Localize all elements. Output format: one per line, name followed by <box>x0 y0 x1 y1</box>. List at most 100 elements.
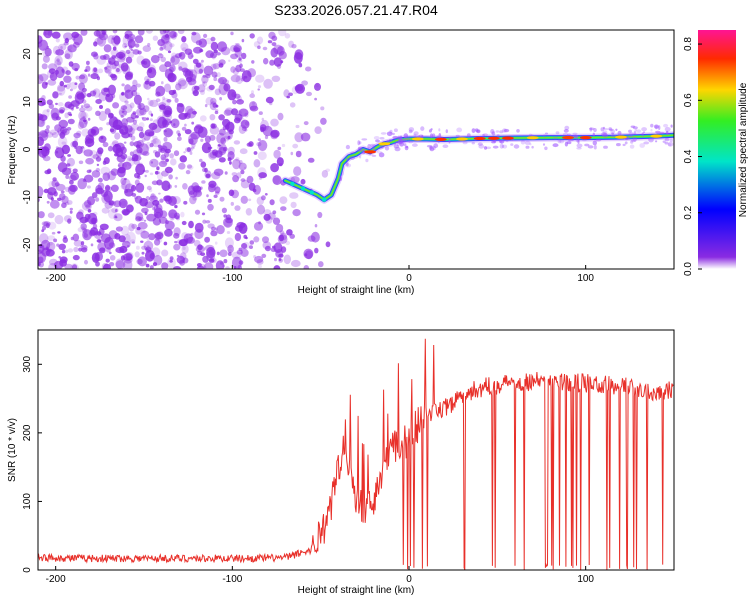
heatmap-noise-cell <box>191 31 197 36</box>
heatmap-noise-cell <box>253 236 260 243</box>
heatmap-noise-cell <box>75 145 83 155</box>
heatmap-noise-cell <box>223 109 232 116</box>
y-tick-label: 0 <box>22 567 33 573</box>
heatmap-noise-cell <box>72 233 80 242</box>
y-tick-label: 200 <box>22 424 33 441</box>
heatmap-noise-cell <box>125 231 136 244</box>
heatmap-noise-cell <box>255 74 265 83</box>
heatmap-noise-cell <box>38 73 49 82</box>
heatmap-noise-cell <box>236 43 240 46</box>
heatmap-noise-cell <box>175 83 182 91</box>
heatmap-noise-cell <box>42 109 50 118</box>
heatmap-ridge-halo <box>531 145 534 149</box>
heatmap-ridge-halo <box>392 135 398 140</box>
heatmap-noise-cell <box>99 105 103 109</box>
heatmap-noise-cell <box>170 57 176 63</box>
heatmap-noise-cell <box>69 207 74 211</box>
heatmap-ridge-halo <box>341 171 344 176</box>
heatmap-noise-cell <box>303 121 309 126</box>
heatmap-noise-cell <box>97 242 107 252</box>
heatmap-ridge-halo <box>350 151 355 154</box>
heatmap-noise-cell <box>249 33 255 39</box>
heatmap-ridge-halo <box>595 138 602 142</box>
heatmap-ridge-halo <box>525 145 530 149</box>
heatmap-ridge-halo <box>393 142 397 145</box>
heatmap-noise-cell <box>204 135 211 144</box>
heatmap-noise-cell <box>200 138 204 142</box>
heatmap-ridge-halo <box>384 146 390 151</box>
heatmap-ridge-halo <box>432 133 436 138</box>
heatmap-noise-cell <box>67 218 72 224</box>
heatmap-noise-cell <box>254 255 264 264</box>
heatmap-noise-cell <box>139 162 143 168</box>
heatmap-noise-cell <box>64 186 70 193</box>
heatmap-noise-cell <box>194 209 201 215</box>
heatmap-noise-cell <box>300 132 311 142</box>
heatmap-noise-cell <box>135 92 140 97</box>
heatmap-noise-cell <box>117 56 126 63</box>
heatmap-ridge-halo <box>412 143 418 147</box>
heatmap-ridge-halo <box>559 139 565 144</box>
heatmap-noise-cell <box>124 100 129 104</box>
heatmap-noise-cell <box>129 102 135 109</box>
heatmap-noise-cell <box>110 62 117 70</box>
heatmap-noise-cell <box>71 35 76 41</box>
heatmap-noise-cell <box>85 105 93 112</box>
heatmap-ridge-halo <box>648 137 654 143</box>
heatmap-noise-cell <box>256 36 264 45</box>
heatmap-noise-cell <box>73 246 79 253</box>
heatmap-noise-cell <box>64 101 73 109</box>
heatmap-noise-cell <box>175 176 178 180</box>
heatmap-noise-cell <box>200 186 203 190</box>
heatmap-ridge-halo <box>667 143 672 147</box>
heatmap-noise-cell <box>124 45 127 48</box>
heatmap-noise-cell <box>205 96 214 106</box>
heatmap-noise-cell <box>325 241 331 248</box>
heatmap-noise-cell <box>38 130 49 142</box>
heatmap-noise-cell <box>117 50 127 61</box>
heatmap-noise-cell <box>286 229 293 236</box>
heatmap-noise-cell <box>216 52 221 56</box>
heatmap-noise-cell <box>125 183 135 193</box>
heatmap-noise-cell <box>87 73 91 77</box>
heatmap-noise-cell <box>136 226 141 231</box>
heatmap-noise-cell <box>86 60 90 65</box>
heatmap-ridge-halo <box>408 127 415 132</box>
heatmap-noise-cell <box>222 264 225 268</box>
heatmap-noise-cell <box>141 251 145 255</box>
heatmap-noise-cell <box>227 157 232 162</box>
heatmap-noise-cell <box>181 36 187 43</box>
colorbar-ticks: 0.0 0.2 0.4 0.6 0.8 <box>683 37 702 276</box>
heatmap-noise-cell <box>314 97 317 101</box>
heatmap-noise-cell <box>43 221 51 227</box>
heatmap-peak <box>378 142 391 146</box>
heatmap-noise-cell <box>202 81 208 87</box>
heatmap-noise-cell <box>76 93 85 100</box>
heatmap-noise-cell <box>136 83 141 88</box>
heatmap-noise-cell <box>189 151 193 155</box>
heatmap-noise-cell <box>168 209 178 219</box>
heatmap-noise-cell <box>286 95 291 99</box>
heatmap-noise-cell <box>165 129 174 136</box>
heatmap-noise-cell <box>146 185 152 191</box>
heatmap-noise-cell <box>115 226 123 232</box>
heatmap-noise-cell <box>139 143 149 156</box>
heatmap-noise-cell <box>146 67 157 79</box>
heatmap-noise-cell <box>85 204 91 209</box>
heatmap-noise-cell <box>190 232 194 236</box>
heatmap-ridge-halo <box>630 140 634 144</box>
heatmap-noise-cell <box>307 235 316 242</box>
heatmap-noise-cell <box>158 52 162 56</box>
heatmap-noise-cell <box>124 125 133 133</box>
heatmap-noise-cell <box>172 266 182 269</box>
heatmap-noise-cell <box>112 37 115 40</box>
heatmap-noise-cell <box>152 217 162 226</box>
heatmap-noise-cell <box>97 68 104 74</box>
heatmap-noise-cell <box>100 136 104 140</box>
heatmap-ridge-halo <box>499 143 504 149</box>
heatmap-noise-cell <box>244 128 248 132</box>
heatmap-noise-cell <box>131 90 138 97</box>
heatmap-noise-cell <box>38 262 41 266</box>
heatmap-noise-cell <box>69 179 74 185</box>
heatmap-noise-cell <box>104 65 112 74</box>
